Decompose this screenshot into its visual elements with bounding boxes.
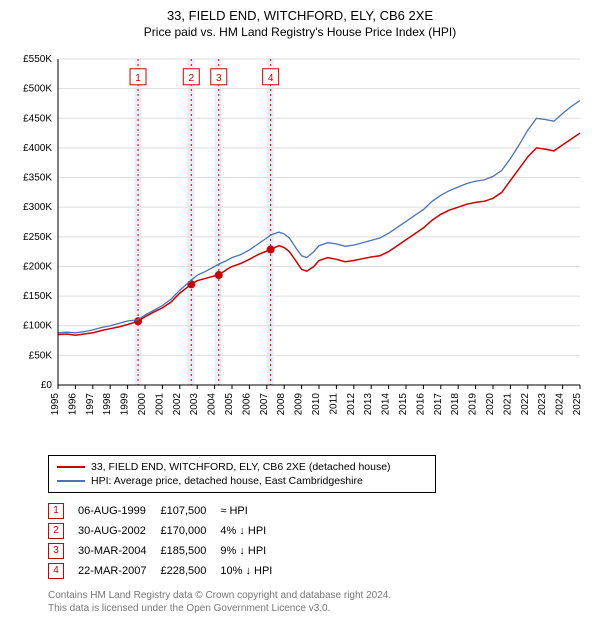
footer-line-2: This data is licensed under the Open Gov…: [48, 602, 590, 615]
footer: Contains HM Land Registry data © Crown c…: [48, 589, 590, 615]
svg-text:2008: 2008: [276, 393, 287, 416]
transaction-price: £185,500: [160, 541, 220, 561]
svg-text:2: 2: [189, 73, 195, 84]
svg-text:£250K: £250K: [23, 232, 52, 243]
svg-text:£150K: £150K: [23, 291, 52, 302]
transaction-row: 4 22-MAR-2007£228,50010% ↓ HPI: [48, 561, 286, 581]
svg-text:2025: 2025: [572, 393, 583, 416]
transactions-table: 1 06-AUG-1999£107,500≈ HPI 2 30-AUG-2002£17…: [48, 501, 286, 581]
legend-swatch: [57, 480, 85, 482]
transaction-row: 3 30-MAR-2004£185,5009% ↓ HPI: [48, 541, 286, 561]
transaction-date: 30-MAR-2004: [78, 541, 160, 561]
legend-label: 33, FIELD END, WITCHFORD, ELY, CB6 2XE (…: [91, 461, 391, 473]
chart-subtitle: Price paid vs. HM Land Registry's House …: [10, 25, 590, 39]
transaction-row: 1 06-AUG-1999£107,500≈ HPI: [48, 501, 286, 521]
legend-swatch: [57, 466, 85, 468]
svg-text:4: 4: [268, 73, 274, 84]
chart-svg: £0 £50K £100K £150K £200K £250K £300K £350K £400…: [10, 47, 590, 447]
svg-text:2005: 2005: [224, 393, 235, 416]
transaction-note: 10% ↓ HPI: [220, 561, 286, 581]
chart-container: 33, FIELD END, WITCHFORD, ELY, CB6 2XE P…: [0, 0, 600, 625]
svg-text:1998: 1998: [102, 393, 113, 416]
chart-title: 33, FIELD END, WITCHFORD, ELY, CB6 2XE: [10, 8, 590, 23]
svg-text:2002: 2002: [172, 393, 183, 416]
transaction-date: 06-AUG-1999: [78, 501, 160, 521]
svg-text:£50K: £50K: [29, 350, 53, 361]
svg-text:2012: 2012: [346, 393, 357, 416]
svg-text:2003: 2003: [189, 393, 200, 416]
svg-text:1: 1: [135, 73, 141, 84]
svg-text:2011: 2011: [328, 393, 339, 415]
svg-text:£500K: £500K: [23, 84, 52, 95]
svg-text:2014: 2014: [381, 393, 392, 416]
svg-text:£300K: £300K: [23, 202, 52, 213]
svg-text:3: 3: [216, 73, 222, 84]
legend: 33, FIELD END, WITCHFORD, ELY, CB6 2XE (…: [48, 455, 436, 493]
svg-text:2024: 2024: [555, 393, 566, 416]
svg-text:1997: 1997: [85, 393, 96, 416]
transaction-row: 2 30-AUG-2002£170,0004% ↓ HPI: [48, 521, 286, 541]
transaction-date: 30-AUG-2002: [78, 521, 160, 541]
svg-text:1999: 1999: [120, 393, 131, 416]
svg-text:2010: 2010: [311, 393, 322, 416]
chart-area: £0 £50K £100K £150K £200K £250K £300K £350K £400…: [10, 47, 590, 447]
svg-text:2016: 2016: [415, 393, 426, 416]
legend-item: HPI: Average price, detached house, East…: [57, 474, 427, 488]
svg-text:2022: 2022: [520, 393, 531, 416]
svg-text:2001: 2001: [154, 393, 165, 416]
legend-item: 33, FIELD END, WITCHFORD, ELY, CB6 2XE (…: [57, 460, 427, 474]
svg-text:2020: 2020: [485, 393, 496, 416]
svg-text:£200K: £200K: [23, 261, 52, 272]
svg-text:2021: 2021: [502, 393, 513, 416]
svg-text:2013: 2013: [363, 393, 374, 416]
transaction-note: 4% ↓ HPI: [220, 521, 286, 541]
svg-text:2023: 2023: [537, 393, 548, 416]
transaction-note: ≈ HPI: [220, 501, 286, 521]
svg-text:£550K: £550K: [23, 54, 52, 65]
footer-line-1: Contains HM Land Registry data © Crown c…: [48, 589, 590, 602]
svg-text:1996: 1996: [67, 393, 78, 416]
svg-text:2004: 2004: [207, 393, 218, 416]
svg-text:1995: 1995: [50, 393, 61, 416]
svg-text:£0: £0: [41, 380, 53, 391]
svg-text:2009: 2009: [294, 393, 305, 416]
svg-text:£350K: £350K: [23, 173, 52, 184]
svg-text:2019: 2019: [468, 393, 479, 416]
transaction-note: 9% ↓ HPI: [220, 541, 286, 561]
svg-text:£100K: £100K: [23, 321, 52, 332]
transaction-price: £107,500: [160, 501, 220, 521]
transaction-marker: 1: [48, 503, 64, 519]
legend-label: HPI: Average price, detached house, East…: [91, 475, 363, 487]
transaction-marker: 3: [48, 543, 64, 559]
transaction-price: £228,500: [160, 561, 220, 581]
svg-text:2006: 2006: [241, 393, 252, 416]
svg-text:2000: 2000: [137, 393, 148, 416]
svg-text:2018: 2018: [450, 393, 461, 416]
transaction-date: 22-MAR-2007: [78, 561, 160, 581]
svg-text:£450K: £450K: [23, 113, 52, 124]
svg-text:2007: 2007: [259, 393, 270, 416]
transaction-marker: 4: [48, 563, 64, 579]
svg-text:2017: 2017: [433, 393, 444, 416]
transaction-marker: 2: [48, 523, 64, 539]
transaction-price: £170,000: [160, 521, 220, 541]
svg-text:2015: 2015: [398, 393, 409, 416]
svg-text:£400K: £400K: [23, 143, 52, 154]
